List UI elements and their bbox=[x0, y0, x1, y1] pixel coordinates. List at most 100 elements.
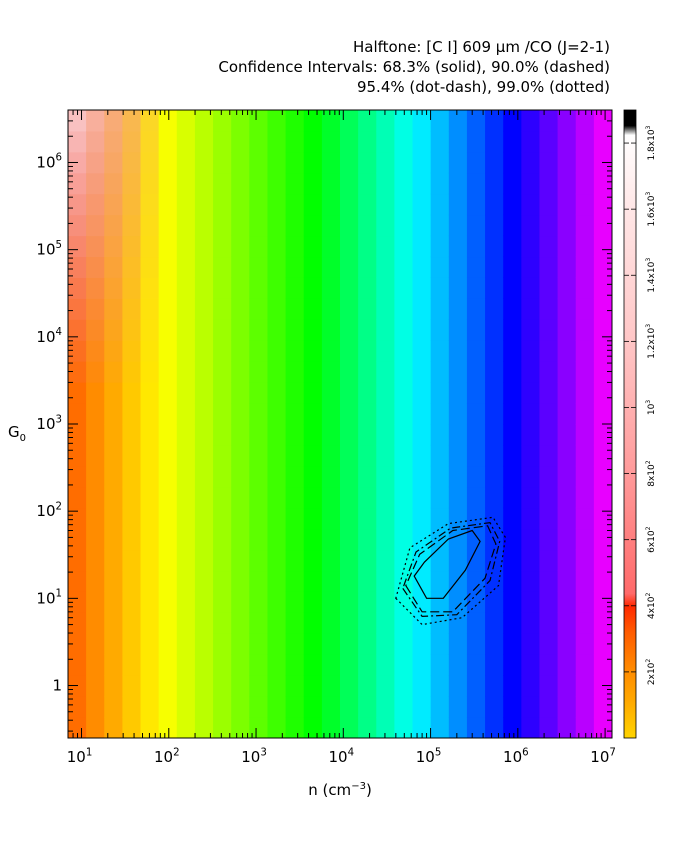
colorbar-tick-label: 1.4x103 bbox=[645, 258, 657, 293]
heatmap-cell bbox=[249, 465, 268, 488]
heatmap-cell bbox=[267, 340, 287, 362]
heatmap-cell bbox=[86, 570, 105, 592]
heatmap-cell bbox=[521, 549, 540, 572]
heatmap-cell bbox=[303, 214, 323, 237]
heatmap-cell bbox=[321, 570, 341, 592]
heatmap-cell bbox=[249, 675, 268, 697]
heatmap-cell bbox=[285, 130, 305, 153]
heatmap-cell bbox=[412, 528, 432, 551]
heatmap-cell bbox=[176, 361, 196, 383]
heatmap-cell bbox=[104, 549, 123, 572]
heatmap-cell bbox=[285, 633, 305, 655]
heatmap-cell bbox=[140, 256, 160, 278]
heatmap-cell bbox=[430, 465, 450, 488]
heatmap-cell bbox=[285, 654, 305, 676]
heatmap-cell bbox=[231, 214, 250, 237]
heatmap-cell bbox=[194, 696, 214, 718]
heatmap-cell bbox=[104, 130, 123, 153]
heatmap-cell bbox=[340, 256, 359, 278]
heatmap-cell bbox=[466, 319, 486, 341]
heatmap-cell bbox=[68, 633, 87, 655]
heatmap-cell bbox=[249, 382, 268, 404]
heatmap-cell bbox=[376, 361, 395, 383]
heatmap-cell bbox=[539, 110, 559, 132]
heatmap-cell bbox=[593, 465, 612, 488]
heatmap-cell bbox=[593, 130, 612, 153]
heatmap-cell bbox=[466, 528, 486, 551]
heatmap-cell bbox=[466, 382, 486, 404]
heatmap-cell bbox=[213, 570, 232, 592]
heatmap-cell bbox=[521, 151, 540, 174]
heatmap-cell bbox=[539, 444, 559, 467]
heatmap-cell bbox=[593, 382, 612, 404]
contour-dotted bbox=[395, 516, 507, 626]
heatmap-cell bbox=[213, 717, 232, 738]
heatmap-cell bbox=[140, 612, 160, 634]
heatmap-cell bbox=[485, 465, 504, 488]
heatmap-cell bbox=[466, 256, 486, 278]
heatmap-cell bbox=[412, 507, 432, 530]
heatmap-cell bbox=[321, 612, 341, 634]
heatmap-cell bbox=[231, 675, 250, 697]
heatmap-cell bbox=[503, 654, 522, 676]
heatmap-cell bbox=[394, 277, 414, 299]
heatmap-cell bbox=[194, 110, 214, 132]
heatmap-cell bbox=[448, 172, 468, 195]
heatmap-cell bbox=[68, 298, 87, 320]
heatmap-cell bbox=[358, 340, 377, 362]
heatmap-cell bbox=[557, 298, 577, 320]
heatmap-cell bbox=[430, 361, 450, 383]
heatmap-cell bbox=[176, 424, 196, 446]
heatmap-cell bbox=[593, 612, 612, 634]
heatmap-cell bbox=[593, 507, 612, 530]
heatmap-cell bbox=[503, 214, 522, 237]
heatmap-cell bbox=[86, 382, 105, 404]
heatmap-cell bbox=[303, 403, 323, 425]
heatmap-cell bbox=[86, 403, 105, 425]
heatmap-cell bbox=[104, 151, 123, 174]
heatmap-cell bbox=[557, 130, 577, 153]
heatmap-cell bbox=[430, 549, 450, 572]
heatmap-cell bbox=[485, 717, 504, 738]
heatmap-cell bbox=[376, 214, 395, 237]
heatmap-cell bbox=[466, 193, 486, 216]
heatmap-cell bbox=[503, 193, 522, 216]
heatmap-cell bbox=[176, 633, 196, 655]
heatmap-cell bbox=[466, 235, 486, 258]
heatmap-cell bbox=[340, 277, 359, 299]
heatmap-cell bbox=[249, 403, 268, 425]
heatmap-cell bbox=[358, 591, 377, 613]
heatmap-cell bbox=[503, 528, 522, 551]
heatmap-cell bbox=[593, 654, 612, 676]
heatmap-cell bbox=[303, 361, 323, 383]
heatmap-cell bbox=[557, 214, 577, 237]
heatmap-cell bbox=[394, 193, 414, 216]
heatmap-cell bbox=[412, 570, 432, 592]
heatmap-cell bbox=[448, 549, 468, 572]
heatmap-cell bbox=[68, 340, 87, 362]
heatmap-cell bbox=[448, 340, 468, 362]
heatmap-cell bbox=[485, 172, 504, 195]
heatmap-cell bbox=[557, 110, 577, 132]
heatmap-cell bbox=[213, 486, 232, 509]
heatmap-cell bbox=[521, 172, 540, 195]
heatmap-cell bbox=[249, 633, 268, 655]
heatmap-cell bbox=[412, 675, 432, 697]
heatmap-cell bbox=[376, 528, 395, 551]
heatmap-cell bbox=[340, 403, 359, 425]
heatmap-cell bbox=[267, 612, 287, 634]
heatmap-cell bbox=[122, 403, 142, 425]
heatmap-cell bbox=[176, 675, 196, 697]
heatmap-cell bbox=[158, 214, 178, 237]
heatmap-cell bbox=[575, 675, 595, 697]
heatmap-cell bbox=[303, 633, 323, 655]
heatmap-cell bbox=[394, 696, 414, 718]
heatmap-cell bbox=[249, 298, 268, 320]
heatmap-cell bbox=[394, 403, 414, 425]
heatmap-cell bbox=[140, 696, 160, 718]
heatmap-cell bbox=[575, 696, 595, 718]
heatmap-cell bbox=[321, 507, 341, 530]
heatmap-cell bbox=[485, 193, 504, 216]
heatmap-cell bbox=[557, 382, 577, 404]
heatmap-cell bbox=[412, 633, 432, 655]
